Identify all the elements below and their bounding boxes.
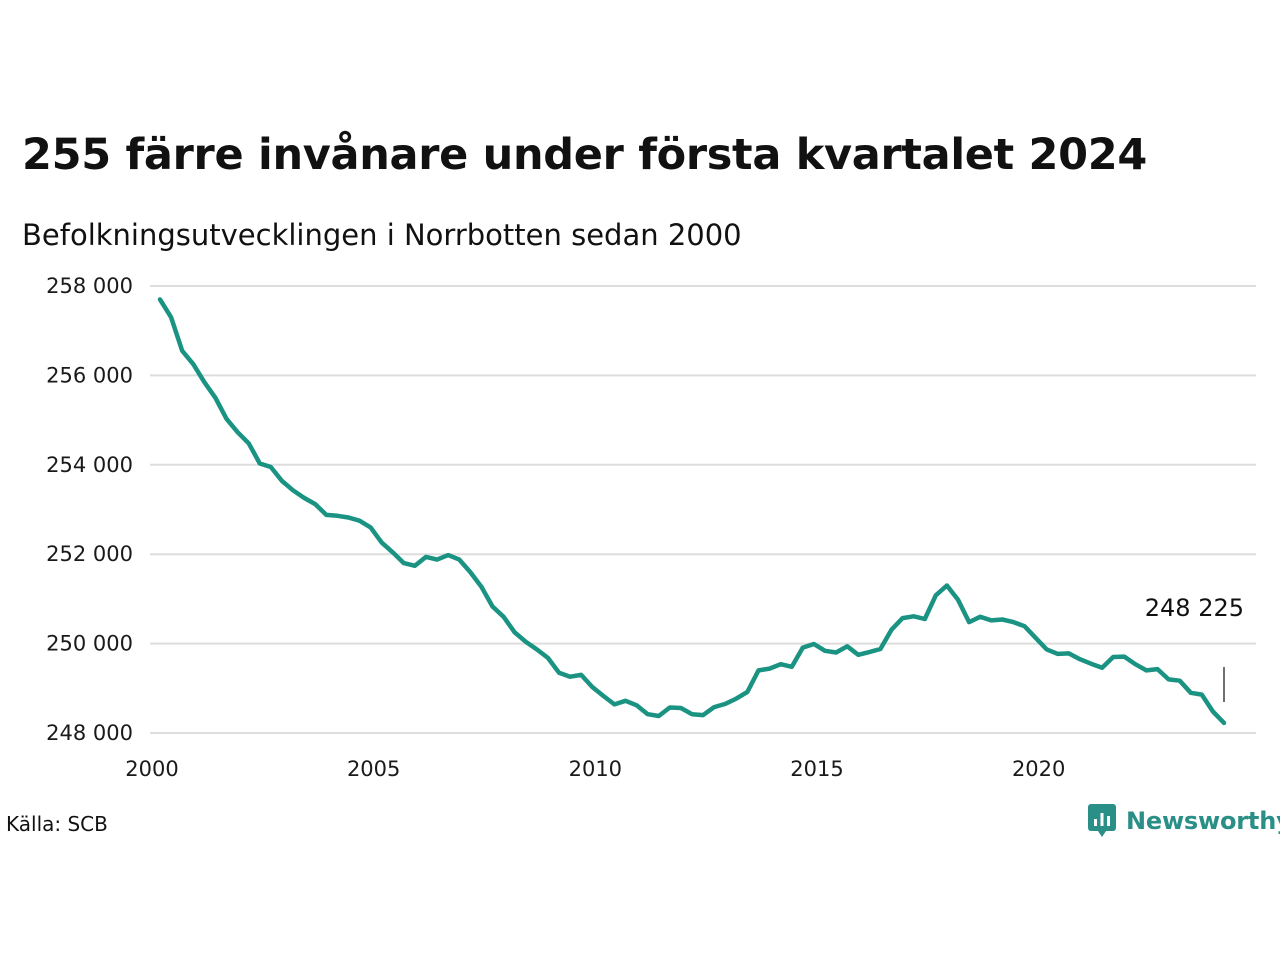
logo-text: Newsworthy	[1126, 807, 1280, 835]
series	[157, 297, 1227, 726]
x-tick-label: 2005	[347, 757, 400, 781]
y-tick-label: 256 000	[46, 363, 133, 387]
series-line	[157, 297, 1227, 726]
newsworthy-logo: Newsworthy	[1088, 804, 1280, 838]
annotation-label: 248 225	[1145, 594, 1244, 622]
y-tick-label: 254 000	[46, 453, 133, 477]
x-tick-label: 2015	[790, 757, 843, 781]
y-tick-label: 258 000	[46, 274, 133, 298]
newsworthy-logo-icon	[1088, 804, 1116, 837]
chart-subtitle: Befolkningsutvecklingen i Norrbotten sed…	[22, 218, 742, 252]
chart-title: 255 färre invånare under första kvartale…	[22, 130, 1148, 180]
x-axis-tick-labels: 2000 2005 2010 2015 2020	[125, 757, 1065, 781]
y-axis-tick-labels: 248 000 250 000 252 000 254 000 256 000 258 0…	[46, 274, 133, 745]
y-tick-label: 250 000	[46, 632, 133, 656]
y-tick-label: 248 000	[46, 721, 133, 745]
x-tick-label: 2010	[569, 757, 622, 781]
gridlines	[150, 285, 1256, 734]
x-tick-label: 2020	[1012, 757, 1065, 781]
annotation: 248 225	[1145, 594, 1244, 702]
source-note: Källa: SCB	[6, 812, 108, 836]
x-tick-label: 2000	[125, 757, 178, 781]
y-tick-label: 252 000	[46, 542, 133, 566]
